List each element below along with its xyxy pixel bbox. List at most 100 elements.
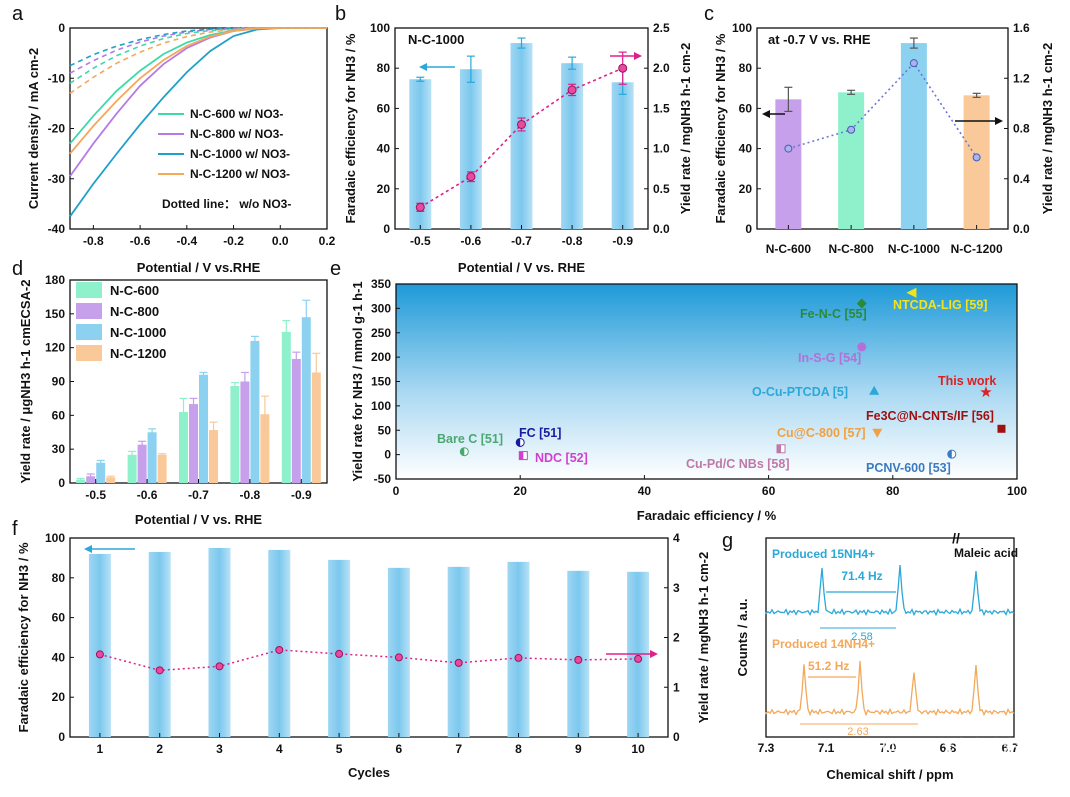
x-tick-label: N-C-1000 xyxy=(888,242,940,256)
x-tick-label: N-C-600 xyxy=(766,242,812,256)
y-tick-label: 20 xyxy=(739,182,753,196)
panel-label-c: c xyxy=(704,3,714,25)
y2-tick-label: 2 xyxy=(673,631,680,645)
yield-bar xyxy=(301,317,311,483)
legend-label: N-C-600 w/ NO3- xyxy=(190,107,283,121)
x-axis-label: Chemical shift / ppm xyxy=(826,767,953,782)
x-tick-label: 100 xyxy=(1007,484,1027,498)
watermark: 知乎 @科学材料站 xyxy=(863,737,1062,764)
x-tick-label: 6 xyxy=(396,742,403,756)
y-tick-label: 0 xyxy=(745,222,752,236)
spectrum-label: Produced 14NH4+ xyxy=(772,637,875,651)
x-tick-label: -0.6 xyxy=(130,234,151,248)
legend-label: N-C-1000 xyxy=(110,325,166,340)
yield-bar xyxy=(157,454,167,483)
legend-swatch xyxy=(76,324,102,340)
x-axis-label: Potential / V vs. RHE xyxy=(135,512,262,527)
y-tick-label: 80 xyxy=(52,571,66,585)
yield-bar xyxy=(281,331,291,483)
x-tick-label: 40 xyxy=(638,484,652,498)
y-tick-label: 40 xyxy=(52,650,66,664)
y-tick-label: 150 xyxy=(371,375,391,389)
point-label: Cu@C-800 [57] xyxy=(777,426,866,440)
y-tick-label: 180 xyxy=(45,273,65,287)
legend-swatch xyxy=(76,345,102,361)
y-axis-label: Current density / mA cm-2 xyxy=(26,48,41,209)
x-tick-label: -0.7 xyxy=(511,234,532,248)
panel-label-a: a xyxy=(12,3,24,25)
yield-bar xyxy=(96,462,106,483)
yield-line xyxy=(419,67,624,208)
y2-tick-label: 0.8 xyxy=(1013,122,1030,136)
integration-label: 2.58 xyxy=(851,631,872,643)
point-marker xyxy=(947,450,952,459)
x-tick-label: 80 xyxy=(886,484,900,498)
y-tick-label: 60 xyxy=(52,611,66,625)
legend-swatch xyxy=(76,282,102,298)
yield-bar xyxy=(127,454,137,483)
x-axis-label: Faradaic efficiency / % xyxy=(637,508,777,523)
axes-frame xyxy=(765,537,1015,738)
x-tick-label: 2 xyxy=(156,742,163,756)
y2-tick-label: 0.4 xyxy=(1013,172,1030,186)
fe-bar xyxy=(459,69,482,229)
series-dotted-line xyxy=(69,27,327,74)
point-marker xyxy=(519,451,524,460)
point-label: Fe-N-C [55] xyxy=(800,307,867,321)
panel-a: a -0.8 -0.6 -0.4 -0.2 0.0 0.2 0 -10 -20 -30 -40 N-C-… xyxy=(12,3,336,275)
y2-tick-label: 1.2 xyxy=(1013,71,1030,85)
x-tick-label: 8 xyxy=(515,742,522,756)
yield-point xyxy=(466,172,476,182)
yield-bar xyxy=(230,386,240,483)
panel-label-f: f xyxy=(12,518,18,540)
y2-tick-label: 3 xyxy=(673,581,680,595)
fe-bar xyxy=(611,82,634,230)
panel-b: b 0 20 40 60 80 100 0.0 0.5 1.0 1.5 2.0 2.5 -0.5 -0.6 -… xyxy=(335,3,693,275)
yield-bar xyxy=(189,404,198,483)
point-marker xyxy=(869,385,880,395)
yield-point xyxy=(618,63,628,73)
point-label: FC [51] xyxy=(519,426,561,440)
fe-bar xyxy=(900,43,927,230)
yield-bar xyxy=(147,432,157,483)
yield-bar xyxy=(199,374,208,483)
x-tick-label: -0.5 xyxy=(410,234,431,248)
y-tick-label: -30 xyxy=(48,172,66,186)
y-tick-label: 200 xyxy=(371,350,391,364)
coupling-label: 51.2 Hz xyxy=(808,659,849,673)
x-tick-label: -0.2 xyxy=(223,234,244,248)
point-label: PCNV-600 [53] xyxy=(866,461,951,475)
y-tick-label: 60 xyxy=(52,408,66,422)
x-tick-label: 7.1 xyxy=(818,741,835,755)
y-tick-label: 100 xyxy=(45,531,65,545)
x-tick-label: 60 xyxy=(762,484,776,498)
panel-e: e0 20 40 60 80 100-50050100150200250300350NTC… xyxy=(330,258,1027,523)
y-tick-label: 20 xyxy=(377,182,391,196)
yield-bar xyxy=(86,476,96,483)
fe-bar xyxy=(775,99,802,229)
panel-c: c 0 20 40 60 80 100 0.0 0.4 0.8 1.2 1.6 N-C-600 N-C-8… xyxy=(704,3,1055,256)
y-axis-label: Counts / a.u. xyxy=(735,599,750,677)
panel-label-d: d xyxy=(12,258,23,280)
yield-bar xyxy=(240,381,250,483)
yield-point xyxy=(514,653,523,662)
panel-f: f 0 20 40 60 80 100 0 1 2 3 4 1 2 3 4 5 6 7 8 9 10 Cycles Farad… xyxy=(12,518,711,780)
y2-tick-label: 1.6 xyxy=(1013,21,1030,35)
point-marker xyxy=(997,424,1006,433)
point-marker xyxy=(856,298,867,309)
x-tick-label: -0.4 xyxy=(176,234,197,248)
y-tick-label: 60 xyxy=(739,101,753,115)
y-tick-label: -40 xyxy=(48,222,66,236)
y2-tick-label: 2.0 xyxy=(653,61,670,75)
point-marker xyxy=(872,428,883,438)
y-tick-label: 30 xyxy=(52,442,66,456)
yield-axis-arrowhead xyxy=(650,650,658,658)
yield-point xyxy=(454,658,463,667)
yield-line xyxy=(99,649,639,672)
yield-bar xyxy=(311,372,321,483)
y-tick-label: 100 xyxy=(371,399,391,413)
series-line xyxy=(69,27,327,217)
x-tick-label: 0.2 xyxy=(319,234,336,248)
y-tick-label: 90 xyxy=(52,375,66,389)
